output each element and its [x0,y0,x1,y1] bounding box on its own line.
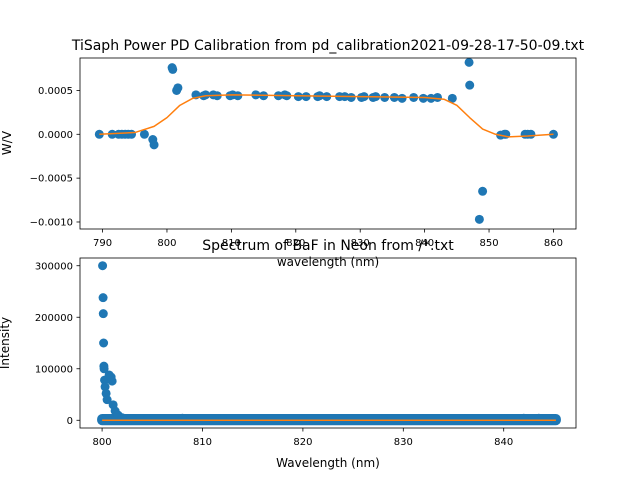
calibration-y-tick-label: 0.0005 [38,86,73,97]
spectrum-data-point [519,413,529,423]
spectrum-data-point [218,414,228,424]
spectrum-x-axis-label: Wavelength (nm) [276,456,380,470]
calibration-y-tick-label: −0.0005 [30,174,73,185]
spectrum-data-point [98,293,108,303]
calibration-y-axis-label: W/V [0,130,14,155]
calibration-chart-title: TiSaph Power PD Calibration from pd_cali… [71,38,585,54]
spectrum-data-point [107,376,117,386]
spectrum-data-point [127,414,137,424]
spectrum-chart-title: Spectrum of BaF in Neon from /*.txt [202,238,454,254]
calibration-y-tick-label: −0.0010 [30,218,73,229]
spectrum-y-tick-label: 300000 [35,261,73,272]
calibration-data-point [233,91,243,101]
spectrum-data-point [99,364,109,374]
spectrum-plot-area [97,261,561,426]
spectrum-data-point [100,382,110,392]
calibration-data-point [478,186,488,196]
spectrum-axes-frame [79,257,577,429]
spectrum-data-point [142,414,152,424]
spectrum-data-point [102,395,112,405]
calibration-y-tick-label: 0.0000 [38,130,73,141]
spectrum-y-ticks: 0 100000 200000 300000 [35,261,80,427]
spectrum-x-tick-label: 840 [494,437,513,448]
calibration-x-ticks: 790 800 810 820 830 840 850 860 [93,229,563,249]
calibration-x-tick-label: 820 [286,238,305,249]
calibration-x-tick-label: 830 [351,238,370,249]
spectrum-y-axis-label: Intensity [0,317,12,369]
spectrum-chart: 800 810 820 830 840 0 100000 200000 300000 Spec… [0,238,577,470]
calibration-data-point [474,214,484,224]
spectrum-data-point [98,309,108,319]
spectrum-data-point [534,413,544,423]
spectrum-x-ticks: 800 810 820 830 840 [93,428,513,448]
spectrum-data-point [378,415,388,424]
spectrum-x-tick-label: 830 [394,437,413,448]
calibration-fit-line [99,94,554,138]
spectrum-data-point [499,414,509,424]
spectrum-y-tick-label: 100000 [35,364,73,375]
calibration-data-point [397,93,407,103]
calibration-data-point [464,57,474,67]
spectrum-x-tick-label: 820 [293,437,312,448]
calibration-data-point [168,64,178,74]
spectrum-data-point [549,414,559,424]
calibration-data-point [418,93,428,103]
spectrum-data-point [177,413,187,423]
spectrum-data-point [459,414,469,424]
calibration-data-point [346,92,356,102]
calibration-x-tick-label: 790 [93,238,112,249]
calibration-x-tick-label: 850 [479,238,498,249]
calibration-plot-area [94,57,558,224]
calibration-data-point [433,92,443,102]
spectrum-data-point [418,414,428,424]
calibration-x-tick-label: 800 [157,238,176,249]
calibration-data-point [173,83,183,93]
calibration-chart: 790 800 810 820 830 840 850 860 0.0005 0.0000 −0.… [0,38,585,269]
spectrum-x-tick-label: 800 [93,437,112,448]
spectrum-data-point [298,415,308,424]
spectrum-y-tick-label: 0 [67,416,73,427]
spectrum-data-point [98,261,108,271]
calibration-x-axis-label: wavelength (nm) [277,255,379,269]
calibration-data-point [293,92,303,102]
calibration-data-point [465,80,475,90]
calibration-data-point [201,90,211,100]
calibration-data-point [139,129,149,139]
calibration-data-point [127,129,137,139]
calibration-x-tick-label: 810 [222,238,241,249]
calibration-data-point [447,93,457,103]
spectrum-y-tick-label: 200000 [35,313,73,324]
spectrum-data-point [258,415,268,424]
calibration-data-point [149,140,159,150]
calibration-y-ticks: 0.0005 0.0000 −0.0005 −0.0010 [30,86,80,229]
spectrum-data-point [99,338,109,348]
spectrum-x-tick-label: 810 [193,437,212,448]
calibration-axes-frame [79,57,577,230]
calibration-x-tick-label: 840 [415,238,434,249]
spectrum-data-point [338,415,348,424]
calibration-data-point [526,129,536,139]
calibration-x-tick-label: 860 [544,238,563,249]
